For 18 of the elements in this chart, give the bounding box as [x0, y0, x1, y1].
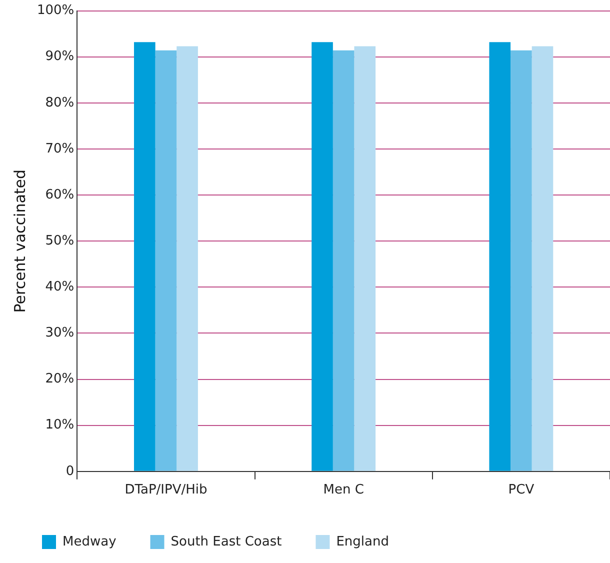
- y-tick-label: 70%: [45, 141, 74, 156]
- y-tick-label: 0: [66, 464, 74, 479]
- x-tick-label: PCV: [508, 482, 534, 498]
- y-tick-label: 50%: [45, 233, 74, 248]
- y-tick-label: 20%: [45, 372, 74, 387]
- y-tick-label: 60%: [45, 187, 74, 202]
- y-tick-label: 90%: [45, 49, 74, 64]
- y-axis-title: Percent vaccinated: [10, 169, 29, 313]
- y-tick-label: 40%: [45, 280, 74, 295]
- legend-label: South East Coast: [170, 534, 282, 550]
- y-tick-label: 80%: [45, 95, 74, 110]
- y-tick-label: 10%: [45, 418, 74, 433]
- legend-label: England: [336, 534, 390, 550]
- y-tick-label: 100%: [36, 3, 74, 18]
- x-tick-label: DTaP/IPV/Hib: [124, 482, 208, 498]
- y-tick-label: 30%: [45, 326, 74, 341]
- x-tick-label: Men C: [323, 482, 364, 498]
- legend-label: Medway: [62, 534, 117, 550]
